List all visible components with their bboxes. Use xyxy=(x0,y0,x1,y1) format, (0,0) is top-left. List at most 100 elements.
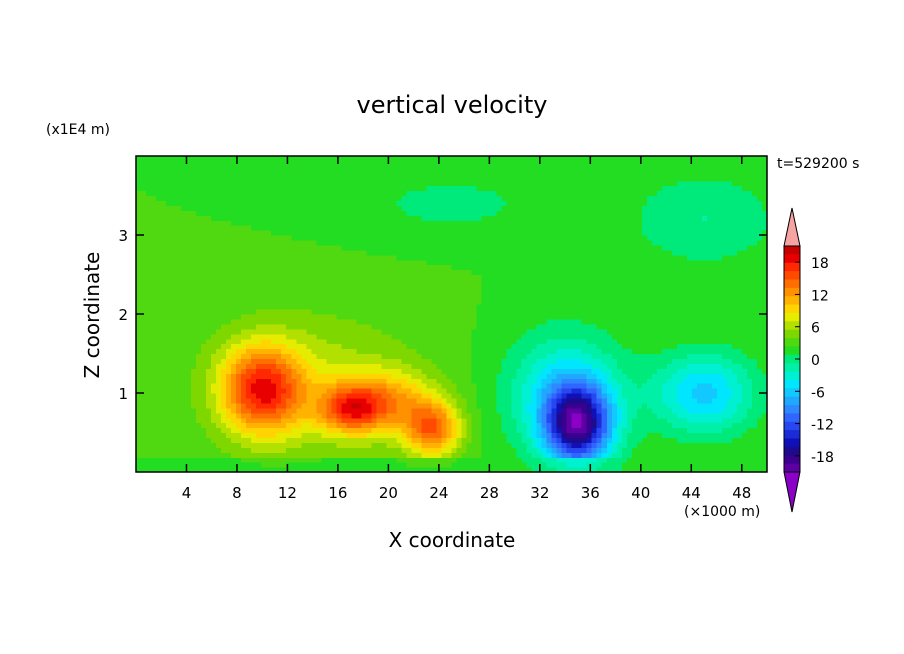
heatmap-cell xyxy=(191,442,197,448)
heatmap-cell xyxy=(216,397,222,404)
heatmap-cell xyxy=(396,259,403,266)
heatmap-cell xyxy=(291,388,297,394)
heatmap-cell xyxy=(471,314,478,320)
heatmap-cell xyxy=(241,195,247,202)
heatmap-cell xyxy=(366,190,372,197)
heatmap-cell xyxy=(256,274,262,281)
heatmap-cell xyxy=(331,358,337,364)
heatmap-cell xyxy=(181,269,187,276)
heatmap-cell xyxy=(396,422,403,429)
heatmap-cell xyxy=(406,383,413,389)
heatmap-cell xyxy=(476,422,483,429)
heatmap-cell xyxy=(436,323,443,330)
heatmap-cell xyxy=(221,205,227,211)
heatmap-cell xyxy=(356,190,362,197)
heatmap-cell xyxy=(241,254,247,261)
heatmap-cell xyxy=(446,467,453,473)
heatmap-cell xyxy=(456,318,463,325)
heatmap-cell xyxy=(216,407,222,414)
heatmap-cell xyxy=(421,269,428,276)
heatmap-cell xyxy=(416,284,423,290)
heatmap-cell xyxy=(406,299,413,305)
heatmap-cell xyxy=(421,249,428,256)
heatmap-cell xyxy=(266,318,272,325)
heatmap-cell xyxy=(321,185,327,192)
heatmap-cell xyxy=(521,333,528,340)
heatmap-cell xyxy=(396,343,403,350)
heatmap-cell xyxy=(446,363,453,369)
heatmap-cell xyxy=(521,239,528,246)
heatmap-cell xyxy=(211,279,217,285)
heatmap-cell xyxy=(286,338,292,345)
heatmap-cell xyxy=(231,254,237,261)
heatmap-cell xyxy=(161,160,167,167)
heatmap-cell xyxy=(461,373,468,379)
heatmap-cell xyxy=(256,412,262,419)
heatmap-cell xyxy=(331,294,337,300)
heatmap-cell xyxy=(366,249,372,256)
heatmap-cell xyxy=(291,432,297,439)
heatmap-cell xyxy=(246,185,252,192)
heatmap-cell xyxy=(481,279,488,285)
heatmap-cell xyxy=(391,462,398,468)
heatmap-cell xyxy=(386,304,393,310)
heatmap-cell xyxy=(421,239,428,246)
heatmap-cell xyxy=(461,422,468,429)
heatmap-cell xyxy=(246,383,252,389)
heatmap-cell xyxy=(521,180,528,187)
heatmap-cell xyxy=(426,294,433,300)
heatmap-cell xyxy=(386,333,393,340)
heatmap-cell xyxy=(336,175,342,182)
heatmap-cell xyxy=(376,373,382,379)
heatmap-cell xyxy=(261,249,267,256)
heatmap-cell xyxy=(196,437,202,443)
heatmap-cell xyxy=(241,417,247,424)
heatmap-cell xyxy=(186,235,192,241)
heatmap-cell xyxy=(181,323,187,330)
heatmap-cell xyxy=(426,215,433,221)
heatmap-cell xyxy=(506,244,513,251)
heatmap-cell xyxy=(186,393,192,399)
heatmap-cell xyxy=(181,160,187,167)
heatmap-cell xyxy=(251,383,257,389)
heatmap-cell xyxy=(406,378,413,384)
heatmap-cell xyxy=(386,462,393,468)
heatmap-cell xyxy=(226,309,232,315)
heatmap-cell xyxy=(496,427,503,434)
heatmap-cell xyxy=(266,452,272,458)
heatmap-cell xyxy=(141,309,147,315)
heatmap-cell xyxy=(491,200,498,206)
heatmap-cell xyxy=(151,269,157,276)
heatmap-cell xyxy=(441,328,448,335)
heatmap-cell xyxy=(226,388,232,394)
heatmap-cell xyxy=(211,338,217,345)
heatmap-cell xyxy=(291,215,297,221)
heatmap-cell xyxy=(241,442,247,448)
heatmap-cell xyxy=(176,353,182,360)
heatmap-cell xyxy=(396,304,403,310)
heatmap-cell xyxy=(326,397,332,404)
heatmap-cell xyxy=(301,442,307,448)
heatmap-cell xyxy=(356,304,362,310)
heatmap-cell xyxy=(411,170,418,177)
heatmap-cell xyxy=(501,239,508,246)
heatmap-cell xyxy=(516,383,523,389)
heatmap-cell xyxy=(501,180,508,187)
heatmap-cell xyxy=(231,338,237,345)
heatmap-cell xyxy=(406,447,413,453)
heatmap-cell xyxy=(471,269,478,276)
heatmap-cell xyxy=(151,284,157,290)
heatmap-cell xyxy=(191,373,197,379)
heatmap-cell xyxy=(506,170,513,177)
heatmap-cell xyxy=(416,412,423,419)
heatmap-cell xyxy=(366,259,372,266)
heatmap-cell xyxy=(316,338,322,345)
heatmap-cell xyxy=(201,383,207,389)
heatmap-cell xyxy=(176,239,182,246)
heatmap-cell xyxy=(141,452,147,458)
heatmap-cell xyxy=(316,318,322,325)
heatmap-cell xyxy=(271,442,277,448)
heatmap-cell xyxy=(366,318,372,325)
heatmap-cell xyxy=(136,333,142,340)
heatmap-cell xyxy=(276,299,282,305)
